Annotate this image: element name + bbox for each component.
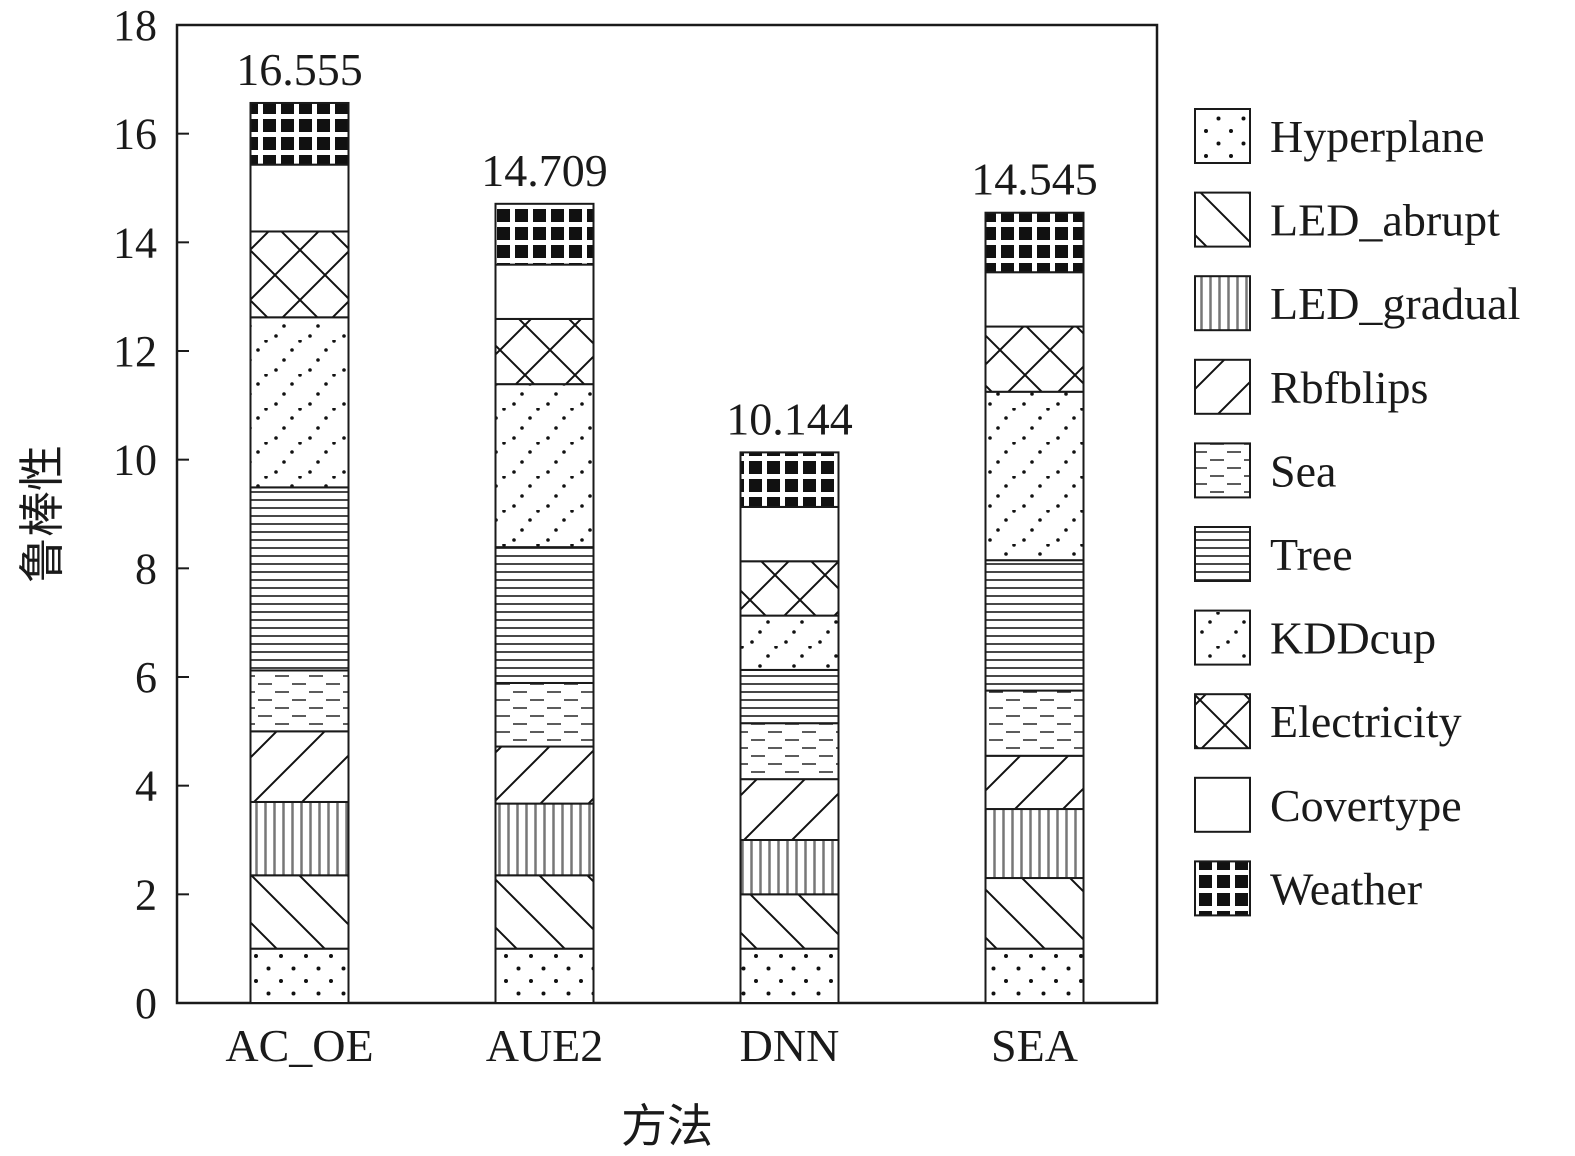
bar-segment-sea (984, 689, 1085, 757)
legend-swatch-led-abrupt (1194, 191, 1251, 248)
bar-segment-rbfblips (249, 730, 350, 803)
y-tick-label: 8 (135, 544, 157, 593)
bar-segment-rbfblips (739, 778, 840, 841)
bar-total-label: 16.555 (236, 44, 363, 95)
bar-segment-kddcup (984, 390, 1085, 562)
bar-segment-led-abrupt (249, 874, 350, 950)
bar-segment-led-gradual (494, 802, 595, 877)
x-tick-label: DNN (740, 1020, 840, 1071)
bar-segment-hyperplane (494, 947, 595, 1005)
bar-total-label: 10.144 (726, 393, 853, 444)
bar-segment-weather (984, 211, 1085, 274)
legend-swatch-covertype (1194, 776, 1251, 833)
legend-label: Hyperplane (1270, 111, 1485, 162)
y-axis-title: 鲁棒性 (17, 445, 68, 583)
bar-segment-sea (739, 722, 840, 781)
legend-label: LED_abrupt (1270, 195, 1500, 246)
legend-swatch-weather (1194, 860, 1251, 917)
y-tick-label: 12 (113, 327, 157, 376)
legend-label: Rbfblips (1270, 362, 1428, 413)
legend-swatch-electricity (1194, 693, 1251, 750)
bar-segment-kddcup (249, 316, 350, 489)
bar-segment-hyperplane (984, 947, 1085, 1005)
legend-label: Electricity (1270, 696, 1462, 747)
bar-segment-hyperplane (739, 947, 840, 1005)
bar-segment-led-gradual (249, 800, 350, 877)
bar-segment-weather (249, 101, 350, 166)
x-tick-label: AC_OE (225, 1020, 373, 1071)
y-tick-label: 18 (113, 1, 157, 50)
legend-swatch-hyperplane (1194, 108, 1251, 164)
legend-label: Tree (1270, 529, 1353, 580)
bar-segment-weather (494, 202, 595, 266)
y-tick-label: 6 (135, 653, 157, 702)
bar-segment-led-gradual (984, 808, 1085, 880)
bar-segment-covertype (984, 271, 1085, 328)
legend-swatch-led-gradual (1194, 275, 1251, 332)
bar-segment-led-gradual (739, 839, 840, 896)
bar-total-label: 14.545 (971, 154, 1098, 205)
bar-segment-sea (494, 681, 595, 748)
plot-frame (175, 23, 1159, 1005)
x-tick-label: AUE2 (486, 1020, 604, 1071)
bars (249, 101, 1085, 1005)
y-tick-label: 4 (135, 762, 157, 811)
bar-total-label: 14.709 (481, 145, 608, 196)
bar-segment-sea (249, 669, 350, 733)
bar-segment-covertype (249, 163, 350, 233)
bar-segment-hyperplane (249, 947, 350, 1005)
legend-label: LED_gradual (1270, 278, 1520, 329)
bar-segment-rbfblips (494, 745, 595, 805)
bar-segment-electricity (739, 560, 840, 617)
legend-swatch-kddcup (1194, 609, 1251, 666)
bar-segment-led-abrupt (984, 877, 1085, 950)
bar-segment-electricity (249, 230, 350, 319)
bar-segment-tree (739, 668, 840, 725)
bar-segment-covertype (494, 263, 595, 320)
axes: 0 2 4 6 8 10 12 14 16 18 (113, 1, 1159, 1028)
legend-label: Covertype (1270, 780, 1462, 831)
y-tick-label: 2 (135, 870, 157, 919)
labels: AC_OE 16.555 AUE2 14.709 DNN 10.144 SEA 14.545 方… (17, 44, 1098, 1152)
bar-segment-electricity (494, 317, 595, 386)
y-tick-label: 0 (135, 979, 157, 1028)
bar-segment-led-abrupt (494, 874, 595, 950)
y-tick-label: 14 (113, 218, 157, 267)
bar-segment-covertype (739, 505, 840, 563)
legend-label: Sea (1270, 445, 1336, 496)
bar-segment-tree (249, 486, 350, 672)
x-tick-label: SEA (991, 1020, 1078, 1071)
bar-segment-kddcup (739, 614, 840, 671)
bar-segment-weather (739, 451, 840, 508)
y-tick-label: 10 (113, 436, 157, 485)
bar-segment-tree (494, 546, 595, 684)
legend-swatch-tree (1194, 526, 1251, 582)
bar-segment-rbfblips (984, 754, 1085, 811)
legend-label: Weather (1270, 863, 1422, 914)
x-axis-title: 方法 (621, 1101, 713, 1152)
bar-segment-tree (984, 559, 1085, 692)
bar-segment-led-abrupt (739, 893, 840, 950)
legend-label: KDDcup (1270, 613, 1436, 664)
legend-swatch-sea (1194, 442, 1251, 499)
legend-swatch-rbfblips (1194, 358, 1251, 415)
legend: Hyperplane LED_abrupt LED_gradual Rbfblips S… (1194, 108, 1520, 917)
bar-segment-electricity (984, 325, 1085, 393)
bar-segment-kddcup (494, 383, 595, 549)
y-tick-label: 16 (113, 110, 157, 159)
